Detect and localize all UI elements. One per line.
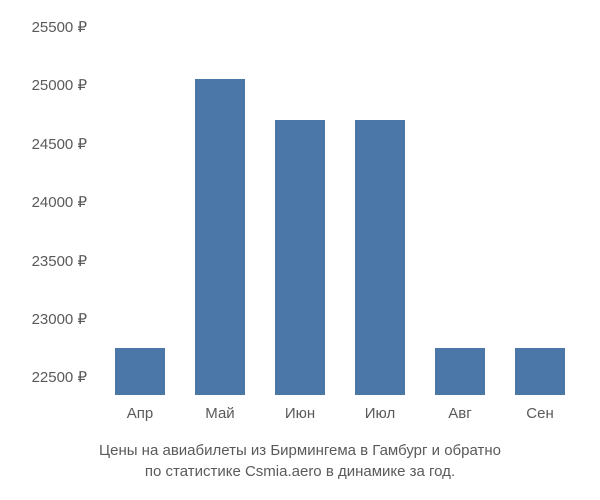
caption-line-1: Цены на авиабилеты из Бирмингема в Гамбу… [0,440,600,461]
plot-area [100,15,580,395]
caption-line-2: по статистике Csmia.aero в динамике за г… [0,461,600,482]
x-axis: Апр Май Июн Июл Авг Сен [100,400,580,425]
bar [355,120,405,395]
bar [195,79,245,395]
y-tick-label: 23000 ₽ [32,310,87,328]
bar [515,348,565,395]
x-tick-label: Сен [526,405,553,422]
x-tick-label: Апр [127,405,153,422]
bar [275,120,325,395]
bar [435,348,485,395]
x-tick-label: Июн [285,405,315,422]
y-tick-label: 24500 ₽ [32,135,87,153]
y-tick-label: 24000 ₽ [32,193,87,211]
x-tick-label: Авг [448,405,471,422]
price-chart: 22500 ₽ 23000 ₽ 23500 ₽ 24000 ₽ 24500 ₽ 25000… [0,0,600,500]
y-tick-label: 25500 ₽ [32,18,87,36]
y-tick-label: 22500 ₽ [32,368,87,386]
y-tick-label: 23500 ₽ [32,252,87,270]
x-tick-label: Май [205,405,234,422]
x-tick-label: Июл [365,405,395,422]
bar [115,348,165,395]
y-axis: 22500 ₽ 23000 ₽ 23500 ₽ 24000 ₽ 24500 ₽ 25000… [0,15,95,395]
y-tick-label: 25000 ₽ [32,76,87,94]
